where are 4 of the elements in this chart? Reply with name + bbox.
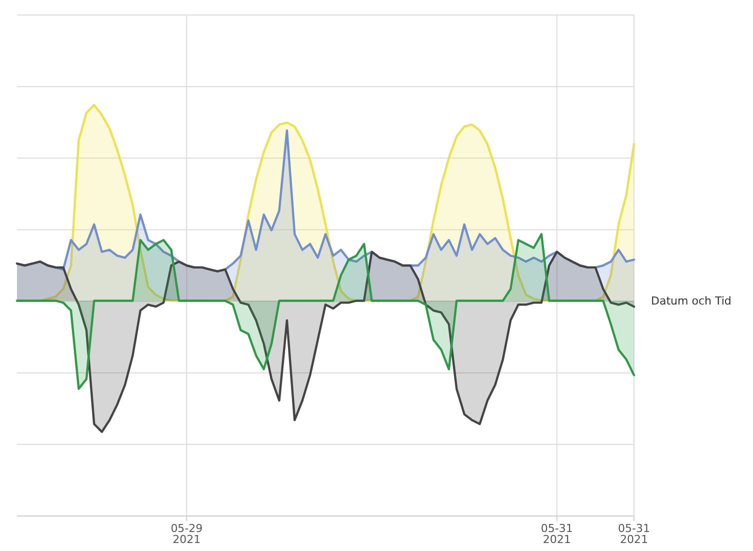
x-tick-label: 05-29 2021	[170, 522, 203, 546]
x-axis-title: Datum och Tid	[651, 294, 732, 308]
x-tick-label: 05-31 2021	[540, 522, 573, 546]
x-tick-label: 05-31 2021	[618, 522, 650, 546]
